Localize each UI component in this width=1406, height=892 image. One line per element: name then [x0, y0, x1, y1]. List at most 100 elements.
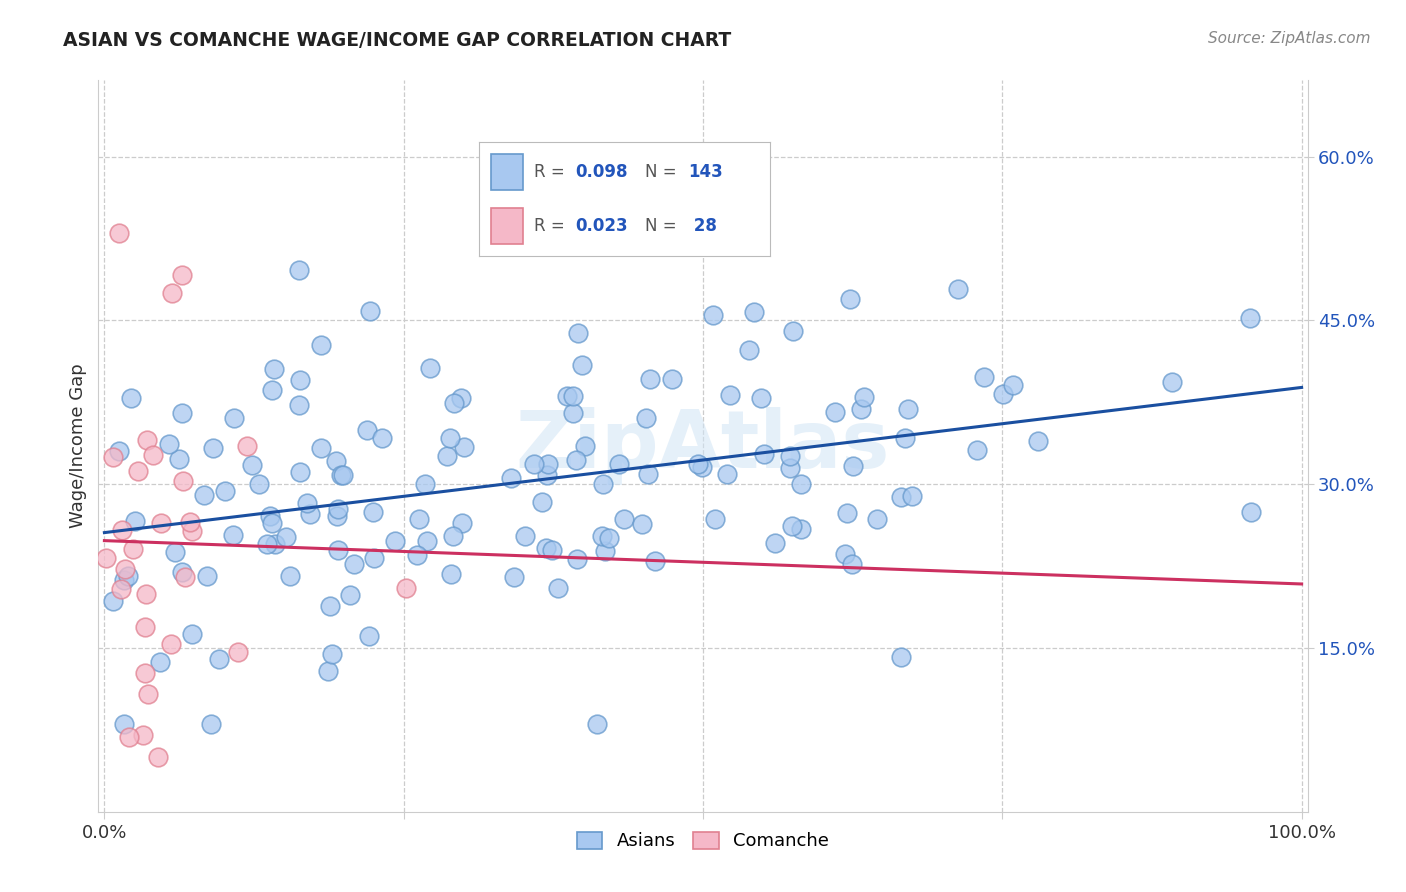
Point — [311, 441, 333, 455]
Point — [343, 558, 366, 572]
Point — [363, 550, 385, 565]
Point — [837, 506, 859, 520]
Point — [702, 309, 724, 323]
Point — [134, 665, 156, 680]
Point — [150, 516, 173, 530]
Point — [107, 226, 129, 240]
Point — [108, 443, 131, 458]
Legend: Asians, Comanche: Asians, Comanche — [569, 824, 837, 857]
Point — [326, 508, 349, 523]
Point — [371, 431, 394, 445]
Point — [174, 570, 197, 584]
Point — [172, 268, 194, 282]
Point — [441, 528, 464, 542]
Text: ZipAtlas: ZipAtlas — [516, 407, 890, 485]
Point — [607, 457, 630, 471]
Point — [112, 717, 135, 731]
Y-axis label: Wage/Income Gap: Wage/Income Gap — [69, 364, 87, 528]
Point — [638, 372, 661, 386]
Point — [330, 467, 353, 482]
Point — [413, 477, 436, 491]
Point — [592, 476, 614, 491]
Point — [1026, 434, 1049, 448]
Point — [451, 516, 474, 530]
Point — [763, 536, 786, 550]
Point — [328, 502, 350, 516]
Point — [436, 450, 458, 464]
Point — [782, 519, 804, 533]
Point — [849, 402, 872, 417]
Point — [134, 620, 156, 634]
Point — [894, 431, 917, 445]
Point — [613, 512, 636, 526]
Point — [193, 488, 215, 502]
Point — [222, 411, 245, 425]
Point — [298, 507, 321, 521]
Point — [110, 582, 132, 596]
Point — [149, 655, 172, 669]
Point — [384, 533, 406, 548]
Point — [630, 516, 652, 531]
Point — [443, 396, 465, 410]
Point — [157, 437, 180, 451]
Point — [263, 537, 285, 551]
Point — [842, 459, 865, 474]
Point — [240, 458, 263, 473]
Point — [318, 599, 340, 613]
Point — [111, 523, 134, 537]
Point — [181, 627, 204, 641]
Point — [142, 448, 165, 462]
Point — [1239, 311, 1261, 326]
Point — [523, 457, 546, 471]
Text: ASIAN VS COMANCHE WAGE/INCOME GAP CORRELATION CHART: ASIAN VS COMANCHE WAGE/INCOME GAP CORREL… — [63, 31, 731, 50]
Point — [530, 494, 553, 508]
Point — [866, 512, 889, 526]
Point — [565, 453, 588, 467]
Point — [440, 566, 463, 581]
Point — [562, 389, 585, 403]
Point — [742, 305, 765, 319]
Point — [593, 544, 616, 558]
Point — [537, 457, 560, 471]
Point — [405, 548, 427, 562]
Point — [172, 474, 194, 488]
Point — [288, 263, 311, 277]
Point — [235, 439, 257, 453]
Point — [453, 440, 475, 454]
Point — [561, 406, 583, 420]
Point — [574, 439, 596, 453]
Point — [901, 489, 924, 503]
Point — [897, 402, 920, 417]
Point — [127, 465, 149, 479]
Point — [696, 174, 718, 188]
Point — [555, 389, 578, 403]
Point — [122, 541, 145, 556]
Point — [274, 530, 297, 544]
Point — [704, 512, 727, 526]
Point — [416, 534, 439, 549]
Point — [738, 343, 761, 357]
Point — [363, 505, 385, 519]
Point — [357, 629, 380, 643]
Point — [591, 529, 613, 543]
Point — [167, 452, 190, 467]
Point — [117, 569, 139, 583]
Point — [637, 467, 659, 481]
Point — [571, 358, 593, 372]
Point — [278, 569, 301, 583]
Point — [1001, 377, 1024, 392]
Point — [259, 508, 281, 523]
Point — [356, 423, 378, 437]
Point — [503, 570, 526, 584]
Point — [148, 750, 170, 764]
Point — [339, 588, 361, 602]
Point — [852, 390, 875, 404]
Point — [321, 647, 343, 661]
Point — [260, 516, 283, 530]
Point — [779, 460, 801, 475]
Point — [661, 372, 683, 386]
Point — [946, 282, 969, 296]
Point — [534, 541, 557, 556]
Point — [567, 326, 589, 340]
Point — [598, 532, 620, 546]
